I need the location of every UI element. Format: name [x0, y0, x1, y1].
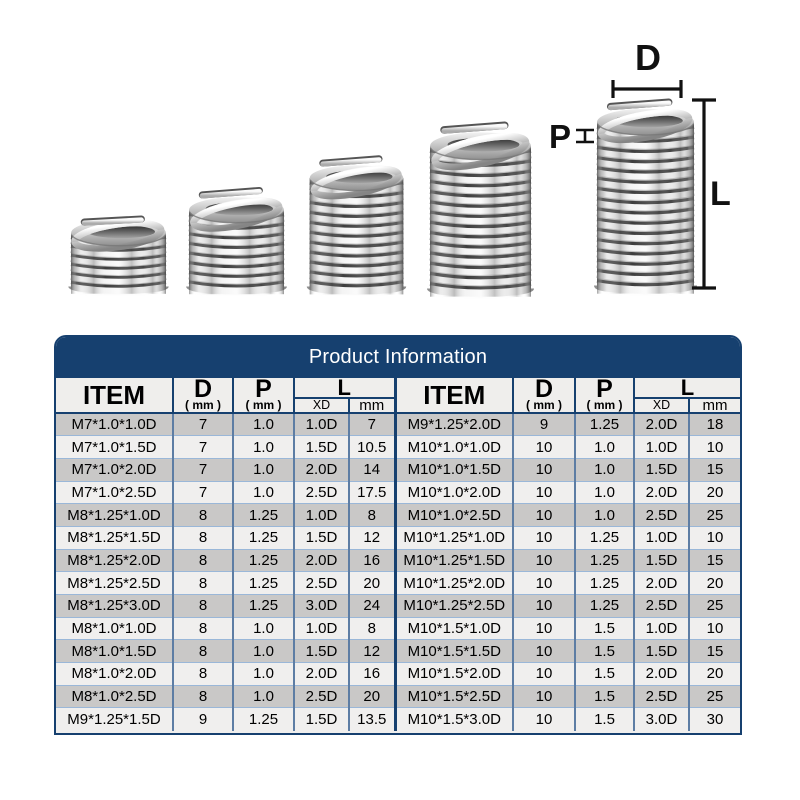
svg-text:L: L	[710, 175, 731, 213]
svg-text:D: D	[635, 37, 661, 78]
svg-text:P: P	[549, 118, 571, 155]
